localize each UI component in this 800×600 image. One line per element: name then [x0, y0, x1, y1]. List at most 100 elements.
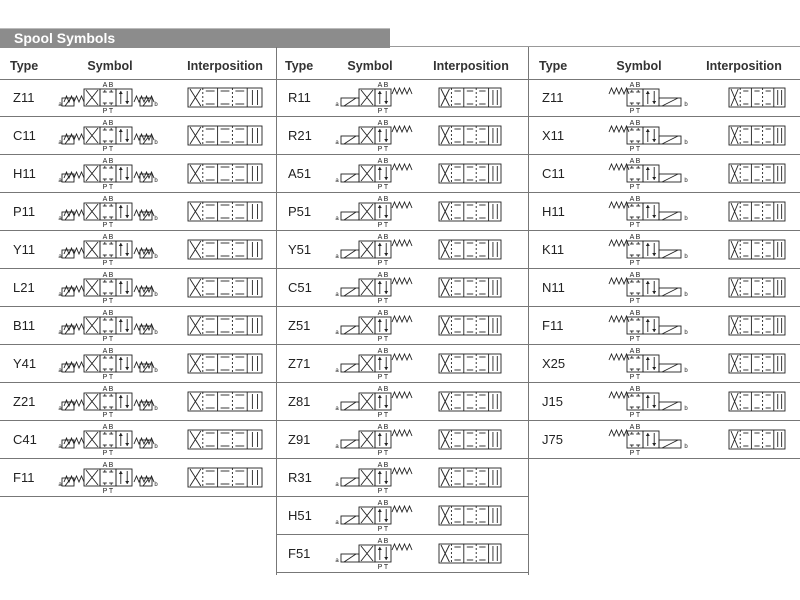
table-row: N11 b A B P T	[529, 269, 800, 307]
header-symbol: Symbol	[616, 59, 662, 73]
spool-symbol: a b A B P T	[58, 462, 158, 495]
table-row: Z91 a A B P T	[277, 421, 528, 459]
flow-cross	[85, 317, 99, 334]
port-label-b: b	[154, 102, 158, 108]
interposition-symbol	[728, 239, 786, 260]
interposition-symbol	[438, 163, 502, 184]
interposition-symbol	[728, 391, 786, 412]
spool-type: X25	[542, 356, 566, 371]
port-label-B: B	[636, 120, 641, 127]
port-label-a: a	[335, 444, 339, 450]
spool-type: Z11	[542, 90, 564, 105]
spool-section	[374, 240, 392, 259]
interposition-frame	[438, 429, 502, 450]
port-label-A: A	[378, 158, 383, 165]
row-divider	[277, 572, 528, 573]
interposition-symbol	[187, 87, 263, 108]
solenoid-icon	[661, 401, 679, 411]
port-label-B: B	[636, 310, 641, 317]
row-divider	[277, 458, 528, 459]
spool-symbol: b A B P T	[608, 310, 688, 343]
port-label-A: A	[630, 272, 635, 279]
spool-section	[99, 164, 117, 183]
spool-type: C41	[13, 432, 37, 447]
spool-section	[642, 316, 660, 335]
spring-icon	[133, 284, 155, 294]
port-label-B: B	[109, 462, 114, 469]
port-label-P: P	[630, 298, 635, 305]
interposition-symbol	[438, 543, 502, 564]
solenoid-icon	[658, 173, 682, 183]
spool-type: J75	[542, 432, 563, 447]
port-label-b: b	[684, 178, 688, 184]
spring-icon	[133, 170, 155, 180]
port-label-T: T	[636, 336, 641, 343]
port-label-A: A	[103, 158, 108, 165]
solenoid-icon	[61, 401, 75, 411]
spool-symbol: a b A B P T	[58, 196, 158, 229]
spool-section	[374, 278, 392, 297]
port-label-T: T	[109, 488, 114, 495]
port-label-a: a	[335, 102, 339, 108]
spool-section	[374, 468, 392, 487]
port-label-b: b	[154, 292, 158, 298]
solenoid-icon	[658, 135, 682, 145]
row-divider	[277, 230, 528, 231]
port-label-T: T	[384, 336, 389, 343]
row-divider	[0, 382, 276, 383]
flow-cross	[189, 430, 202, 449]
spool-section	[99, 430, 117, 449]
port-label-P: P	[378, 222, 383, 229]
port-label-B: B	[384, 272, 389, 279]
port-label-P: P	[630, 108, 635, 115]
solenoid-icon	[61, 211, 75, 221]
table-row: Z21 a b A B P T	[0, 383, 276, 421]
port-label-a: a	[58, 444, 62, 450]
solenoid-icon	[61, 363, 75, 373]
flow-cross	[360, 165, 374, 182]
spool-symbol: b A B P T	[608, 120, 688, 153]
table-row: J15 b A B P T	[529, 383, 800, 421]
spring-icon	[608, 162, 630, 172]
flow-cross	[360, 127, 374, 144]
row-divider	[0, 458, 276, 459]
spring-icon	[391, 86, 413, 96]
flow-cross	[730, 430, 739, 449]
interposition-symbol	[438, 239, 502, 260]
spool-symbol: a A B P T	[335, 158, 413, 191]
interposition-symbol	[187, 315, 263, 336]
interposition-frame	[728, 201, 786, 222]
interposition-symbol	[438, 125, 502, 146]
flow-cross	[189, 126, 202, 145]
interposition-frame	[187, 467, 263, 488]
table-row: C11 a b A B P T	[0, 117, 276, 155]
solenoid-icon	[142, 249, 150, 259]
port-label-P: P	[103, 222, 108, 229]
solenoid-icon	[658, 97, 682, 107]
solenoid-icon	[658, 211, 682, 221]
port-label-P: P	[103, 108, 108, 115]
port-label-B: B	[384, 310, 389, 317]
port-label-A: A	[630, 310, 635, 317]
spool-symbol: a A B P T	[335, 272, 413, 305]
port-label-P: P	[378, 526, 383, 533]
spool-symbol: a b A B P T	[58, 424, 158, 457]
port-label-b: b	[684, 216, 688, 222]
port-label-b: b	[684, 292, 688, 298]
spool-section	[642, 164, 660, 183]
flow-cross	[360, 89, 374, 106]
port-label-T: T	[109, 450, 114, 457]
spool-symbol: b A B P T	[608, 424, 688, 457]
spool-section	[626, 202, 644, 221]
spool-symbol: b A B P T	[608, 196, 688, 229]
interposition-symbol	[438, 277, 502, 298]
port-label-A: A	[378, 424, 383, 431]
flow-cross	[730, 88, 739, 107]
spool-symbol: a A B P T	[335, 462, 413, 495]
spool-symbol: a A B P T	[335, 82, 413, 115]
flow-cross	[189, 202, 202, 221]
solenoid-icon	[658, 287, 682, 297]
solenoid-icon	[64, 135, 72, 145]
solenoid-icon	[661, 211, 679, 221]
flow-cross	[360, 241, 374, 258]
